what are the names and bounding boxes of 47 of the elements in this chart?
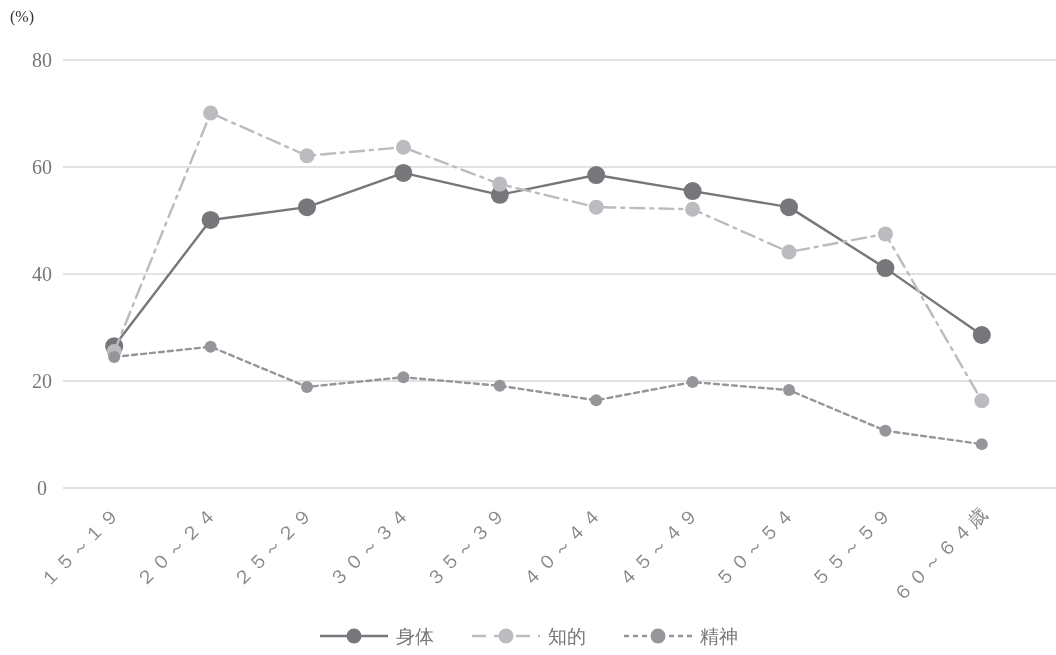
x-tick-label: ４０～４４	[517, 501, 608, 592]
point	[203, 105, 219, 121]
point	[492, 176, 508, 192]
point	[975, 438, 988, 451]
point	[781, 244, 797, 260]
point	[108, 350, 121, 363]
point	[685, 201, 701, 217]
x-tick-label: ４５～４９	[614, 501, 704, 592]
legend-精神: 精神	[624, 625, 738, 647]
point	[876, 259, 895, 278]
point	[587, 166, 606, 185]
y-axis-title: (%)	[10, 8, 34, 26]
point	[299, 148, 315, 164]
point	[783, 384, 795, 397]
x-tick-label: ３０～３４	[325, 501, 415, 592]
x-tick-label: ３５～３９	[421, 501, 511, 592]
point	[588, 199, 604, 215]
point	[397, 371, 410, 384]
point	[879, 424, 892, 437]
x-tick-label: ２５～２９	[228, 501, 318, 592]
legend-label: 精神	[700, 625, 738, 647]
point	[686, 376, 699, 389]
legend-知的: 知的	[472, 625, 586, 647]
point	[298, 198, 316, 217]
point	[493, 379, 506, 392]
x-tick-label: ２０～２４	[132, 501, 222, 592]
point	[683, 182, 702, 201]
point	[780, 198, 798, 217]
y-tick-label: 60	[32, 156, 52, 178]
y-tick-label: 80	[32, 49, 52, 71]
y-tick-label: 40	[32, 263, 52, 285]
point	[395, 139, 411, 155]
point	[974, 393, 990, 409]
point	[204, 340, 217, 353]
point	[201, 210, 220, 229]
point	[877, 226, 893, 242]
legend-label: 知的	[548, 625, 586, 647]
y-tick-label: 20	[32, 370, 52, 392]
point	[972, 325, 991, 344]
legend-label: 身体	[396, 625, 434, 647]
point	[394, 163, 413, 182]
y-tick-label: 0	[37, 477, 47, 499]
x-tick-label: ５０～５４	[710, 501, 800, 592]
point	[590, 394, 603, 407]
legend-身体: 身体	[320, 625, 434, 647]
point	[301, 380, 313, 393]
x-tick-label: １５～１９	[35, 501, 126, 592]
